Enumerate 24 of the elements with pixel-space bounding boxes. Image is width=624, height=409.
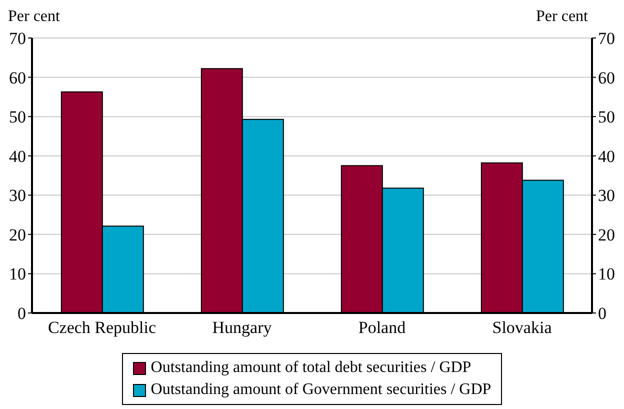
legend-label: Outstanding amount of total debt securities / GDP — [150, 358, 472, 378]
y-tick-label: 70 — [9, 29, 26, 48]
y2-tick-label: 20 — [598, 225, 615, 244]
y-tick-label: 60 — [9, 68, 26, 88]
y-tick-label: 20 — [9, 225, 26, 244]
y-axis-title: Per cent — [8, 8, 60, 26]
y2-axis-title: Per cent — [536, 8, 588, 26]
y2-tick-label: 60 — [598, 68, 615, 88]
y-tick-label: 0 — [18, 304, 26, 324]
y2-tick-label: 30 — [598, 186, 615, 206]
y2-tick-label: 70 — [598, 29, 615, 48]
y-tick-label: 50 — [9, 108, 26, 127]
x-tick-label: Czech Republic — [48, 318, 156, 338]
x-tick-label: Hungary — [212, 318, 272, 338]
legend-label: Outstanding amount of Government securities / GDP — [150, 380, 492, 400]
y2-tick-label: 10 — [598, 264, 615, 284]
x-tick-label: Slovakia — [492, 318, 552, 338]
y2-tick-label: 50 — [598, 108, 615, 127]
y2-tick-label: 0 — [598, 304, 606, 324]
y2-tick-label: 40 — [598, 146, 615, 166]
y-tick-label: 30 — [9, 186, 26, 206]
x-tick-label: Poland — [358, 318, 406, 338]
y-tick-label: 10 — [9, 264, 26, 284]
y-tick-label: 40 — [9, 146, 26, 166]
